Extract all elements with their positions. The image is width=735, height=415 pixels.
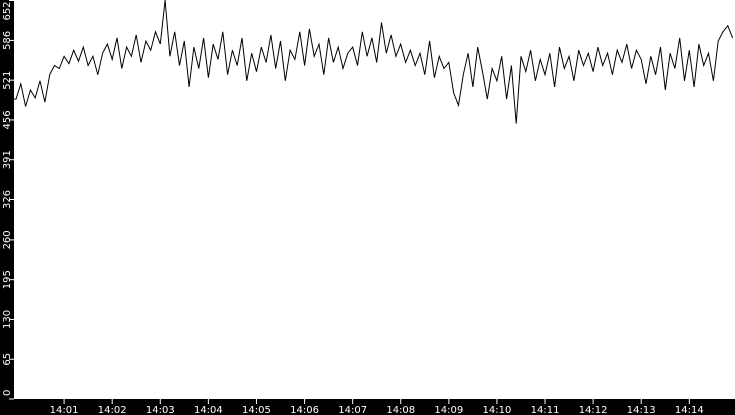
x-tick-label: 14:14	[675, 405, 704, 415]
y-tick-label: 260	[2, 230, 13, 249]
x-tick-label: 14:06	[290, 405, 319, 415]
y-tick-label: 521	[2, 71, 13, 90]
x-tick-label: 14:10	[483, 405, 512, 415]
y-tick-label: 130	[2, 310, 13, 329]
x-tick-label: 14:13	[627, 405, 656, 415]
y-tick-label: 65	[2, 353, 13, 366]
y-tick-label: 456	[2, 110, 13, 129]
y-axis: 0 65 130 195 260 326 391 456 521 586 652	[2, 0, 14, 400]
x-tick-label: 14:07	[338, 405, 367, 415]
y-tick-label: 652	[2, 1, 13, 20]
x-tick-label: 14:04	[194, 405, 223, 415]
x-axis: 14:01 14:02 14:03 14:04 14:05 14:06 14:07 14:08…	[50, 399, 704, 415]
x-tick-label: 14:02	[98, 405, 127, 415]
x-tick-label: 14:01	[50, 405, 79, 415]
y-tick-label: 586	[2, 31, 13, 50]
x-tick-label: 14:05	[242, 405, 271, 415]
x-tick-label: 14:12	[579, 405, 608, 415]
y-tick-label: 0	[2, 390, 13, 396]
series-line	[14, 0, 734, 124]
x-tick-label: 14:03	[146, 405, 175, 415]
y-tick-label: 326	[2, 190, 13, 209]
x-tick-label: 14:11	[531, 405, 560, 415]
x-tick-label: 14:09	[434, 405, 463, 415]
y-tick-label: 195	[2, 270, 13, 289]
x-tick-label: 14:08	[386, 405, 415, 415]
plot-area	[14, 0, 735, 399]
y-tick-label: 391	[2, 150, 13, 169]
